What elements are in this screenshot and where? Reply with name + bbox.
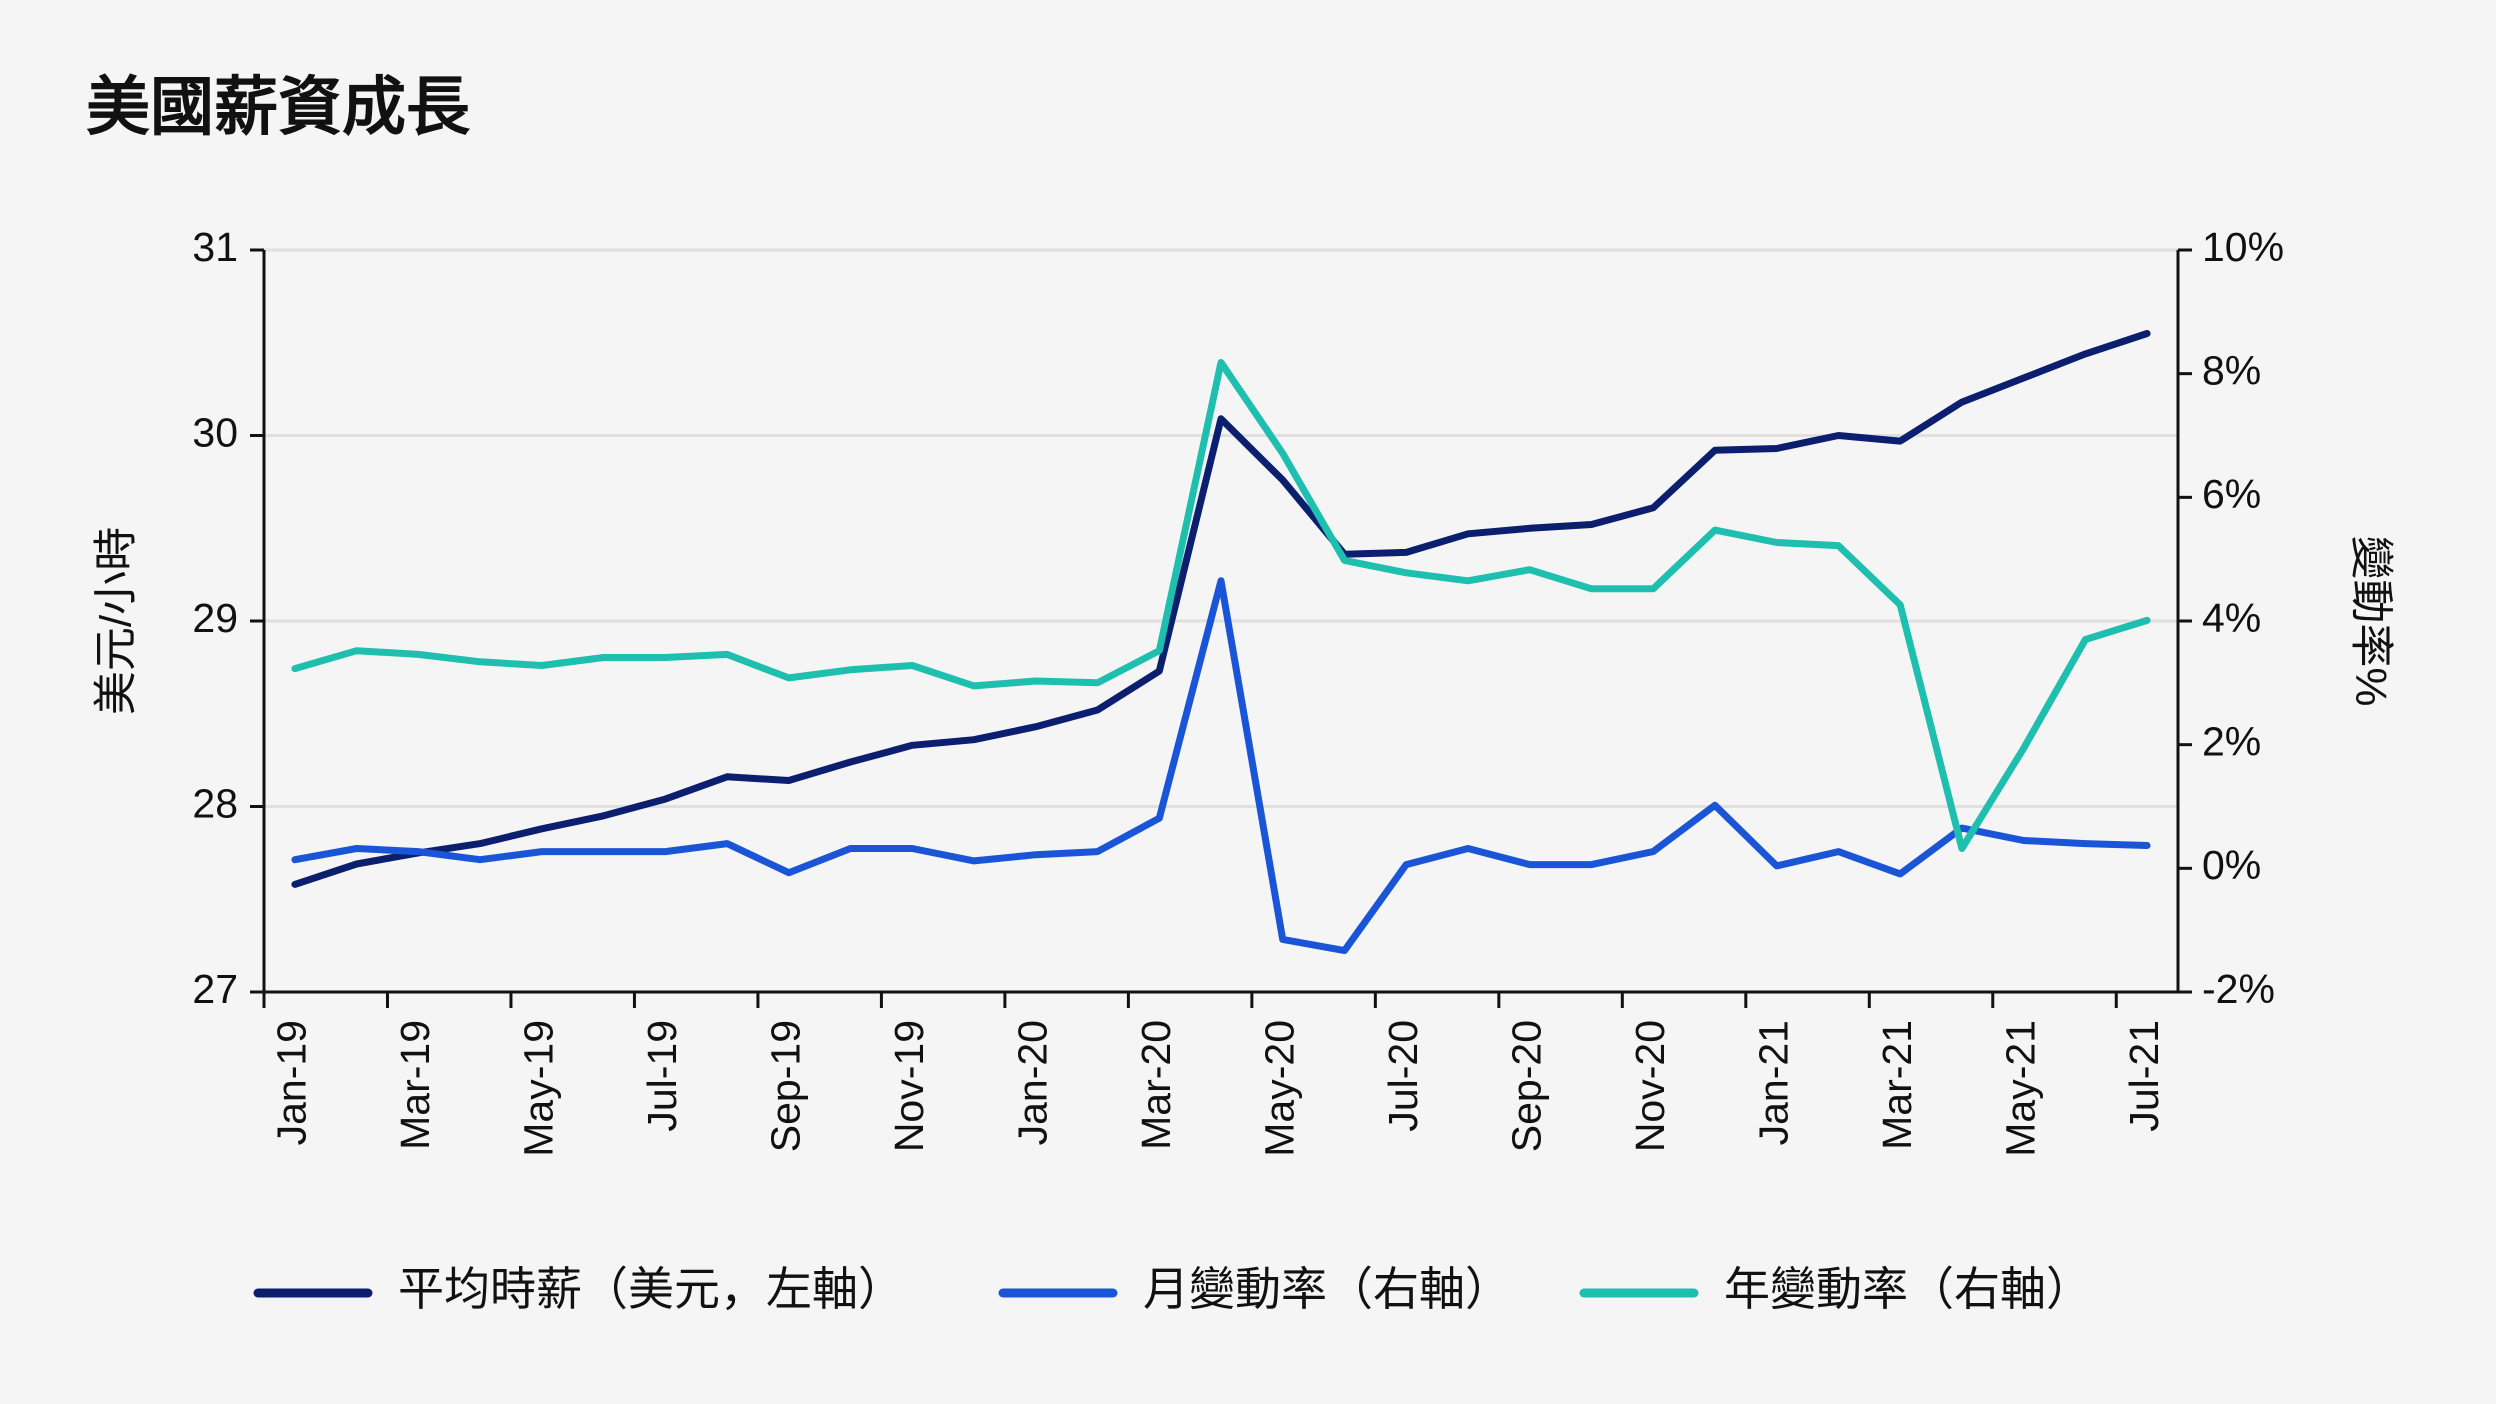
y-axis-title: 美元/小時 bbox=[92, 527, 141, 715]
y-tick-label: 27 bbox=[192, 966, 238, 1012]
x-tick-label: Nov-19 bbox=[886, 1020, 932, 1152]
x-tick-label: Jan-21 bbox=[1751, 1020, 1797, 1145]
series-line bbox=[291, 577, 2151, 955]
y-tick-label: 28 bbox=[192, 780, 238, 826]
x-tick-label: Mar-21 bbox=[1874, 1020, 1920, 1150]
x-tick-label: Mar-19 bbox=[392, 1020, 438, 1150]
y2-tick-label: 4% bbox=[2202, 595, 2261, 641]
x-tick-label: Jan-19 bbox=[269, 1020, 315, 1145]
x-tick-label: Nov-20 bbox=[1627, 1020, 1673, 1152]
y2-tick-label: 8% bbox=[2202, 347, 2261, 393]
y-tick-label: 29 bbox=[192, 595, 238, 641]
x-tick-label: Jul-20 bbox=[1380, 1020, 1426, 1132]
x-tick-label: Sep-20 bbox=[1504, 1020, 1550, 1152]
x-tick-label: Mar-20 bbox=[1133, 1020, 1179, 1150]
y2-tick-label: 10% bbox=[2202, 224, 2284, 270]
x-tick-label: Jul-21 bbox=[2121, 1020, 2167, 1132]
series-line bbox=[291, 359, 2151, 852]
y-tick-label: 30 bbox=[192, 409, 238, 455]
y2-tick-label: 2% bbox=[2202, 718, 2261, 764]
y2-tick-label: 6% bbox=[2202, 471, 2261, 517]
x-tick-label: Jan-20 bbox=[1010, 1020, 1056, 1145]
legend-label: 平均時薪（美元，左軸） bbox=[398, 1263, 904, 1315]
x-tick-label: May-20 bbox=[1257, 1020, 1303, 1157]
legend-label: 年變動率（右軸） bbox=[1724, 1263, 2092, 1315]
x-tick-label: May-21 bbox=[1997, 1020, 2043, 1157]
y-tick-label: 31 bbox=[192, 224, 238, 270]
y2-tick-label: 0% bbox=[2202, 842, 2261, 888]
y2-tick-label: -2% bbox=[2202, 966, 2275, 1012]
x-tick-label: Jul-19 bbox=[639, 1020, 685, 1132]
chart-title: 美國薪資成長 bbox=[86, 71, 471, 143]
legend-label: 月變動率（右軸） bbox=[1143, 1263, 1511, 1315]
y2-axis-title: 變動率% bbox=[2346, 535, 2395, 706]
x-tick-label: Sep-19 bbox=[763, 1020, 809, 1152]
x-tick-label: May-19 bbox=[516, 1020, 562, 1157]
series-line bbox=[291, 330, 2151, 888]
